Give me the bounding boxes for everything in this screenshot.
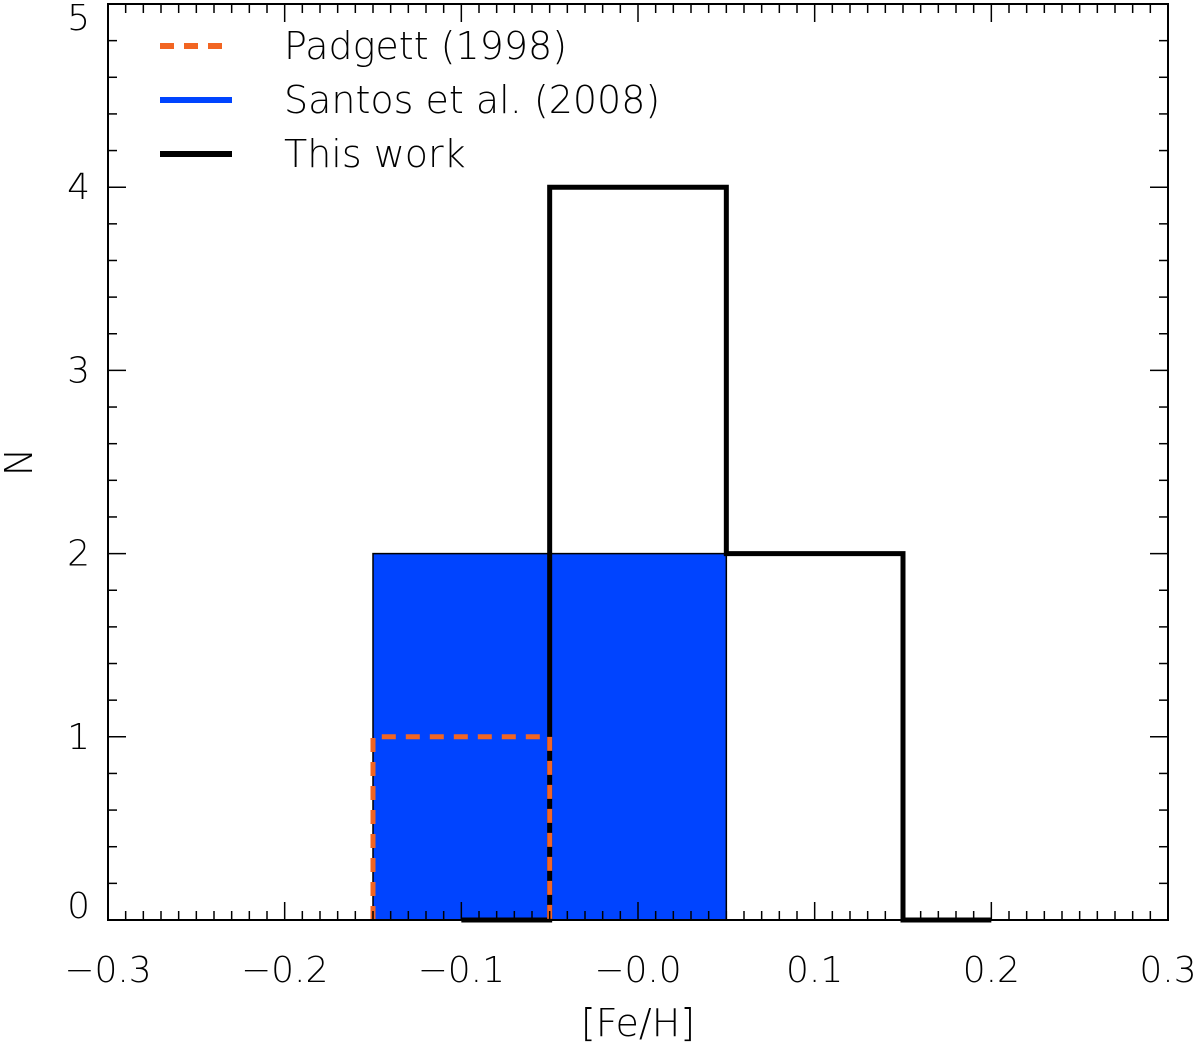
x-tick-label: −0.3	[64, 950, 151, 991]
y-tick-label: 4	[67, 167, 90, 208]
padgett-bar-0	[370, 734, 553, 920]
x-tick-label: −0.0	[594, 950, 681, 991]
x-tick-label: −0.1	[418, 950, 505, 991]
y-axis-title: N	[0, 448, 41, 476]
x-tick-label: −0.2	[241, 950, 328, 991]
legend-santos-label: Santos et al. (2008)	[284, 78, 660, 122]
x-tick-label: 0.1	[786, 950, 843, 991]
tick-labels: −0.3 −0.2 −0.1 −0.0 0.1 0.2 0.3 0 1 2 3 4 5	[64, 0, 1196, 991]
x-axis-title: [Fe/H]	[581, 1001, 695, 1045]
y-tick-label: 2	[67, 534, 90, 575]
x-tick-label: 0.2	[963, 950, 1020, 991]
legend-this-work-label: This work	[284, 132, 466, 176]
y-tick-label: 1	[67, 717, 90, 758]
legend-padgett-label: Padgett (1998)	[284, 24, 567, 68]
x-tick-label: 0.3	[1139, 950, 1196, 991]
padgett-series	[370, 734, 553, 920]
legend: Padgett (1998) Santos et al. (2008) This w…	[160, 24, 660, 176]
y-tick-label: 0	[67, 886, 90, 927]
axis-ticks	[107, 3, 1169, 921]
y-tick-label: 5	[67, 0, 90, 39]
y-tick-label: 3	[67, 350, 90, 391]
